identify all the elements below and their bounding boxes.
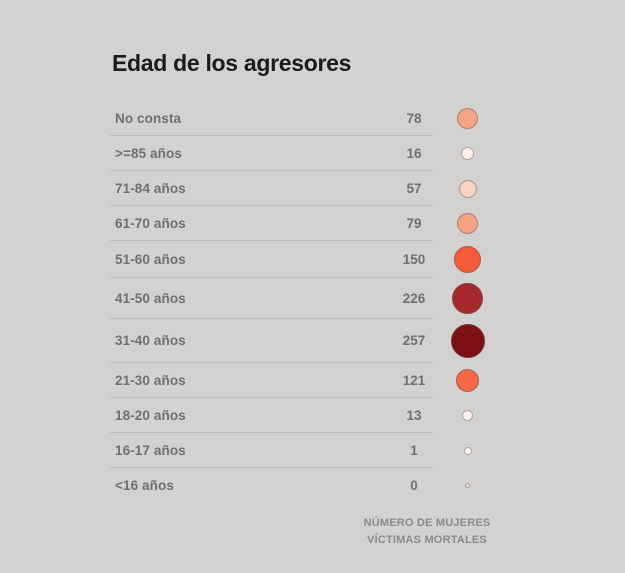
value-bubble[interactable] (452, 283, 483, 314)
value-bubble[interactable] (465, 483, 470, 488)
table-row: 18-20 años 13 (110, 398, 502, 433)
value-bubble[interactable] (457, 213, 478, 234)
age-label: 18-20 años (115, 407, 186, 423)
value-bubble[interactable] (457, 108, 478, 129)
victim-count: 57 (406, 180, 422, 196)
value-bubble[interactable] (458, 179, 477, 198)
age-label: 31-40 años (115, 333, 186, 348)
age-rows-table: No consta 78 >=85 años 16 71-84 años 57 … (110, 101, 502, 503)
value-bubble[interactable] (456, 369, 479, 392)
table-row: 16-17 años 1 (110, 433, 502, 468)
table-row: No consta 78 (110, 101, 502, 136)
value-bubble[interactable] (454, 246, 481, 273)
value-bubble[interactable] (462, 410, 473, 421)
legend-line-1: NÚMERO DE MUJERES (363, 517, 491, 529)
table-row: 21-30 años 121 (110, 363, 502, 398)
victim-count: 257 (402, 333, 426, 348)
chart-title: Edad de los agresores (112, 50, 352, 76)
victim-count: 1 (410, 442, 418, 458)
table-row: 61-70 años 79 (110, 206, 502, 241)
victim-count: 16 (406, 145, 422, 161)
table-row: <16 años 0 (110, 468, 502, 503)
age-label: 16-17 años (115, 442, 186, 458)
victim-count: 79 (406, 215, 422, 231)
age-label: 71-84 años (115, 180, 186, 196)
victim-count: 226 (402, 290, 426, 306)
value-bubble[interactable] (461, 147, 474, 160)
victim-count: 0 (410, 478, 418, 493)
table-row: >=85 años 16 (110, 136, 502, 171)
value-bubble[interactable] (450, 324, 485, 358)
age-of-aggressors-chart: Edad de los agresores No consta 78 >=85 … (110, 50, 504, 549)
age-label: <16 años (115, 478, 174, 493)
victim-count: 150 (402, 251, 426, 267)
age-label: 51-60 años (115, 251, 186, 267)
victim-count: 78 (406, 110, 422, 126)
legend-line-2: VÍCTIMAS MORTALES (367, 534, 487, 547)
age-label: >=85 años (115, 145, 182, 161)
age-label: 21-30 años (115, 372, 186, 388)
value-bubble[interactable] (463, 446, 472, 455)
table-row: 51-60 años 150 (110, 241, 502, 278)
table-row: 31-40 años 257 (110, 319, 502, 363)
victim-count: 121 (402, 372, 426, 388)
age-label: 61-70 años (115, 215, 186, 231)
age-label: 41-50 años (115, 290, 186, 306)
table-row: 41-50 años 226 (110, 278, 502, 319)
value-axis-legend: NÚMERO DE MUJERES VÍCTIMAS MORTALES (352, 515, 502, 549)
age-label: No consta (115, 110, 182, 126)
victim-count: 13 (406, 407, 422, 423)
table-row: 71-84 años 57 (110, 171, 502, 206)
